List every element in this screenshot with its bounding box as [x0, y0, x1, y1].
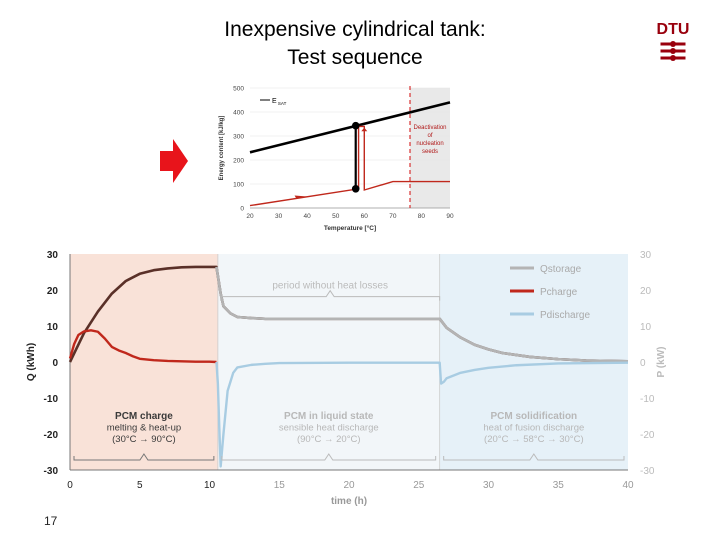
y-tick-label-left: -10: [44, 394, 59, 405]
x-tick-label: 80: [418, 213, 426, 220]
phase-label: (20°C → 58°C → 30°C): [484, 434, 584, 445]
y-tick-label-right: 20: [640, 286, 652, 297]
test-path-arrowhead: [361, 127, 368, 132]
title-line-2: Test sequence: [287, 46, 423, 69]
phase-label: sensible heat discharge: [279, 423, 379, 434]
x-tick-label: 0: [67, 480, 73, 491]
annotation-no-heat-loss: period without heat losses: [272, 281, 388, 292]
series-line-pcharge: [68, 329, 217, 364]
phase-brace: [73, 453, 215, 461]
slide-title: Inexpensive cylindrical tank: Test seque…: [150, 16, 560, 72]
legend-entry-qstorage: Qstorage: [540, 264, 582, 275]
y-tick-label-right: 0: [640, 358, 646, 369]
x-tick-label: 30: [483, 480, 495, 491]
y-tick-label-right: -10: [640, 394, 655, 405]
annotation-brace: [220, 289, 441, 301]
y-tick-label-left: 0: [52, 358, 58, 369]
phase-label: (30°C → 90°C): [112, 434, 176, 445]
y-axis-label: Energy content [kJ/kg]: [219, 116, 225, 181]
x-tick-label: 40: [304, 213, 312, 220]
phase-label: heat of fusion discharge: [483, 423, 584, 434]
y-tick-label-left: 20: [47, 286, 59, 297]
x-tick-label: 60: [361, 213, 369, 220]
phase-label: melting & heat-up: [107, 423, 181, 434]
deactivation-annotation: of: [427, 133, 432, 139]
x-tick-label: 40: [622, 480, 634, 491]
energy-content-chart: 0 100 200 300 400 500 20 30 40 50 60 70 80 90 Temperat…: [219, 86, 454, 233]
x-tick-label: 90: [446, 213, 454, 220]
y-axis-label-left: Q (kWh): [26, 343, 37, 381]
x-tick-label: 30: [275, 213, 283, 220]
y-axis-label-right: P (kW): [656, 347, 667, 378]
deactivation-annotation: seeds: [422, 149, 438, 155]
y-tick-label: 300: [233, 134, 244, 141]
right-arrow-icon: [160, 139, 188, 183]
deactivation-annotation: Deactivation: [413, 125, 446, 131]
state-marker: [351, 121, 360, 130]
x-tick-label: 50: [332, 213, 340, 220]
x-tick-label: 20: [343, 480, 355, 491]
y-tick-label-right: -30: [640, 466, 655, 477]
deactivation-annotation: nucleation: [416, 141, 443, 147]
x-tick-label: 20: [246, 213, 254, 220]
series-line-qstorage-discharge: [215, 266, 629, 363]
dtu-logo: DTU: [657, 21, 690, 61]
x-tick-label: 10: [204, 480, 216, 491]
y-tick-label-left: -20: [44, 430, 59, 441]
saturation-line: [249, 101, 451, 154]
dtu-logo-text: DTU: [657, 21, 690, 38]
y-tick-label: 200: [233, 158, 244, 165]
y-tick-label-right: -20: [640, 430, 655, 441]
x-tick-label: 15: [274, 480, 286, 491]
legend-entry-pdischarge: Pdischarge: [540, 310, 590, 321]
series-line-pdischarge: [215, 361, 629, 468]
y-tick-label-left: 10: [47, 322, 59, 333]
y-tick-label: 500: [233, 86, 244, 93]
x-axis-label: time (h): [331, 496, 367, 507]
test-path-arrowhead: [294, 195, 308, 199]
legend-entry-e-sat: E SAT: [272, 98, 287, 106]
y-tick-label: 100: [233, 182, 244, 189]
phase-label: PCM solidification: [491, 411, 578, 422]
y-tick-label-left: 30: [47, 250, 59, 261]
y-tick-label-right: 10: [640, 322, 652, 333]
x-tick-label: 35: [553, 480, 565, 491]
phase-brace: [221, 453, 437, 461]
page-number: 17: [44, 514, 58, 528]
y-tick-label-right: 30: [640, 250, 652, 261]
phase-brace: [443, 453, 625, 461]
state-marker: [351, 185, 360, 193]
phase-label: PCM in liquid state: [284, 411, 374, 422]
legend-entry-pcharge: Pcharge: [540, 287, 578, 298]
x-axis-label: Temperature [°C]: [324, 224, 376, 232]
phase-label: PCM charge: [115, 411, 173, 422]
title-line-1: Inexpensive cylindrical tank:: [224, 18, 486, 41]
phase-label: (90°C → 20°C): [297, 434, 361, 445]
y-tick-label: 400: [233, 110, 244, 117]
y-tick-label: 0: [240, 206, 244, 213]
x-tick-label: 5: [137, 480, 143, 491]
x-tick-label: 25: [413, 480, 425, 491]
x-tick-label: 70: [389, 213, 397, 220]
y-tick-label-left: -30: [44, 466, 59, 477]
